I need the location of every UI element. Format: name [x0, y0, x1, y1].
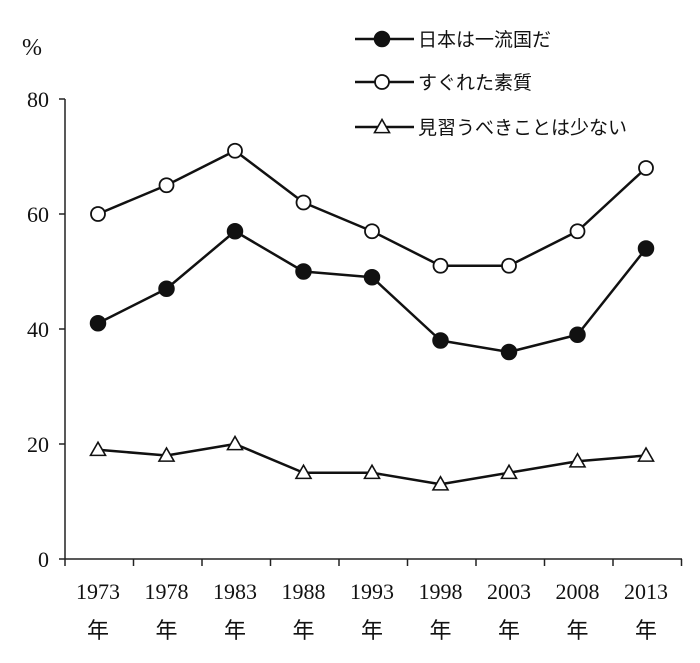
y-tick-label: 0 — [38, 547, 49, 572]
x-tick-label: 1993 — [350, 579, 394, 604]
data-point — [500, 463, 518, 480]
data-point — [568, 452, 587, 468]
series-2 — [90, 142, 654, 274]
data-point — [226, 434, 244, 451]
legend-item: 見習うべきことは少ない — [355, 117, 627, 139]
x-tick-suffix: 年 — [87, 619, 109, 644]
legend-marker — [373, 117, 391, 134]
axes — [64, 99, 682, 560]
series-1 — [89, 223, 655, 361]
data-point — [226, 223, 244, 240]
x-tick-suffix: 年 — [224, 619, 246, 644]
data-point — [637, 240, 655, 257]
x-tick-label: 1978 — [145, 579, 189, 604]
x-tick-suffix: 年 — [498, 619, 520, 644]
y-axis-unit-label: % — [22, 35, 42, 61]
legend-label: すぐれた素質 — [418, 72, 532, 94]
data-point — [501, 257, 517, 274]
x-tick-suffix: 年 — [566, 619, 588, 644]
legend-item: すぐれた素質 — [355, 72, 532, 94]
x-tick-suffix: 年 — [155, 619, 177, 644]
y-tick-label: 80 — [27, 87, 49, 112]
data-point — [158, 177, 175, 194]
x-tick-suffix: 年 — [635, 619, 657, 644]
data-point — [294, 463, 313, 480]
data-point — [363, 463, 381, 480]
series-line — [97, 230, 647, 354]
data-point — [432, 257, 449, 274]
data-point — [637, 446, 655, 462]
data-point — [569, 223, 586, 240]
y-tick-label: 60 — [27, 202, 49, 227]
data-point — [431, 475, 450, 491]
data-point — [157, 446, 176, 462]
y-tick-label: 20 — [27, 432, 49, 457]
legend-marker — [373, 30, 391, 48]
series-line — [97, 149, 647, 267]
x-axis-ticks: 1973 年 1978 年 1983 年 1988 年 1993 年 1998 年 2003 年 2008 年… — [64, 559, 683, 644]
data-point — [295, 263, 312, 280]
data-point — [638, 160, 654, 176]
legend-marker — [374, 74, 390, 90]
series-group — [89, 142, 655, 491]
y-tick-label: 40 — [27, 317, 49, 342]
data-point — [500, 343, 518, 361]
data-point — [90, 206, 106, 222]
x-tick-suffix: 年 — [429, 619, 451, 644]
data-point — [432, 332, 449, 349]
data-point — [295, 194, 312, 211]
data-point — [364, 223, 380, 240]
data-point — [569, 326, 586, 343]
legend-label: 見習うべきことは少ない — [418, 117, 627, 139]
x-tick-suffix: 年 — [361, 619, 383, 644]
x-tick-label: 1998 — [419, 579, 463, 604]
x-tick-label: 2003 — [487, 579, 531, 604]
data-point — [227, 142, 243, 159]
x-tick-label: 2008 — [556, 579, 600, 604]
series-3 — [89, 434, 655, 491]
data-point — [363, 269, 381, 286]
x-tick-label: 1983 — [213, 579, 257, 604]
x-tick-suffix: 年 — [292, 619, 314, 644]
x-tick-label: 1973 — [76, 579, 120, 604]
legend-item: 日本は一流国だ — [355, 29, 551, 51]
legend-label: 日本は一流国だ — [418, 29, 551, 51]
x-tick-label: 2013 — [624, 579, 668, 604]
data-point — [158, 280, 175, 297]
x-tick-label: 1988 — [282, 579, 326, 604]
data-point — [89, 315, 107, 332]
y-axis-ticks: 0 20 40 60 80 — [27, 87, 65, 572]
data-point — [89, 440, 107, 457]
